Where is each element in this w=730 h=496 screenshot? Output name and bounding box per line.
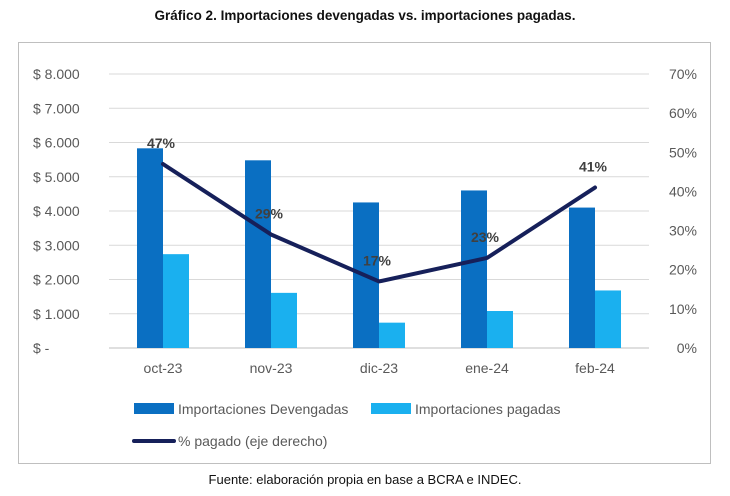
bar-devengadas xyxy=(137,148,163,348)
chart-svg: $ - $ 1.000 $ 2.000 $ 3.000 $ 4.000 $ 5.000 $ … xyxy=(33,66,697,449)
y-left-tick-label: $ - xyxy=(33,340,50,356)
x-tick-label: dic-23 xyxy=(360,360,398,376)
y-left-tick-label: $ 3.000 xyxy=(33,237,80,253)
data-label-pct: 17% xyxy=(363,252,392,268)
data-label-pct: 47% xyxy=(147,135,176,151)
y-right-tick-label: 40% xyxy=(669,183,697,199)
y-left-tick-label: $ 2.000 xyxy=(33,272,80,288)
bar-pagadas xyxy=(163,254,189,348)
bar-pagadas xyxy=(379,322,405,348)
bar-devengadas xyxy=(569,207,595,348)
legend-swatch-pagadas xyxy=(371,403,411,414)
y-right-tick-label: 30% xyxy=(669,223,697,239)
data-label-pct: 23% xyxy=(471,229,500,245)
chart-title: Gráfico 2. Importaciones devengadas vs. … xyxy=(154,8,576,23)
x-tick-label: nov-23 xyxy=(250,360,293,376)
line-pct-pagado xyxy=(161,162,597,284)
x-tick-label: ene-24 xyxy=(465,360,509,376)
y-right-tick-label: 10% xyxy=(669,301,697,317)
data-label-pct: 29% xyxy=(255,205,284,221)
bar-pagadas xyxy=(595,290,621,348)
y-right-tick-label: 50% xyxy=(669,144,697,160)
y-left-tick-label: $ 4.000 xyxy=(33,203,80,219)
bar-pagadas xyxy=(487,311,513,348)
y-left-tick-label: $ 7.000 xyxy=(33,100,80,116)
y-left-tick-label: $ 8.000 xyxy=(33,66,80,82)
bar-devengadas xyxy=(245,160,271,348)
y-left-tick-label: $ 6.000 xyxy=(33,135,80,151)
y-left-tick-label: $ 5.000 xyxy=(33,169,80,185)
x-tick-label: oct-23 xyxy=(144,360,183,376)
legend-label-pct: % pagado (eje derecho) xyxy=(178,433,327,449)
y-right-tick-label: 60% xyxy=(669,105,697,121)
y-right-tick-label: 0% xyxy=(677,340,697,356)
data-label-pct: 41% xyxy=(579,159,608,175)
source-note: Fuente: elaboración propia en base a BCR… xyxy=(208,472,522,487)
legend-swatch-devengadas xyxy=(134,403,174,414)
legend-label-pagadas: Importaciones pagadas xyxy=(415,401,561,417)
y-right-tick-label: 20% xyxy=(669,262,697,278)
y-left-tick-label: $ 1.000 xyxy=(33,306,80,322)
x-tick-label: feb-24 xyxy=(575,360,615,376)
legend-label-devengadas: Importaciones Devengadas xyxy=(178,401,348,417)
bar-devengadas xyxy=(461,190,487,348)
bar-pagadas xyxy=(271,292,297,348)
chart-frame: $ - $ 1.000 $ 2.000 $ 3.000 $ 4.000 $ 5.000 $ … xyxy=(18,42,711,464)
y-right-tick-label: 70% xyxy=(669,66,697,82)
